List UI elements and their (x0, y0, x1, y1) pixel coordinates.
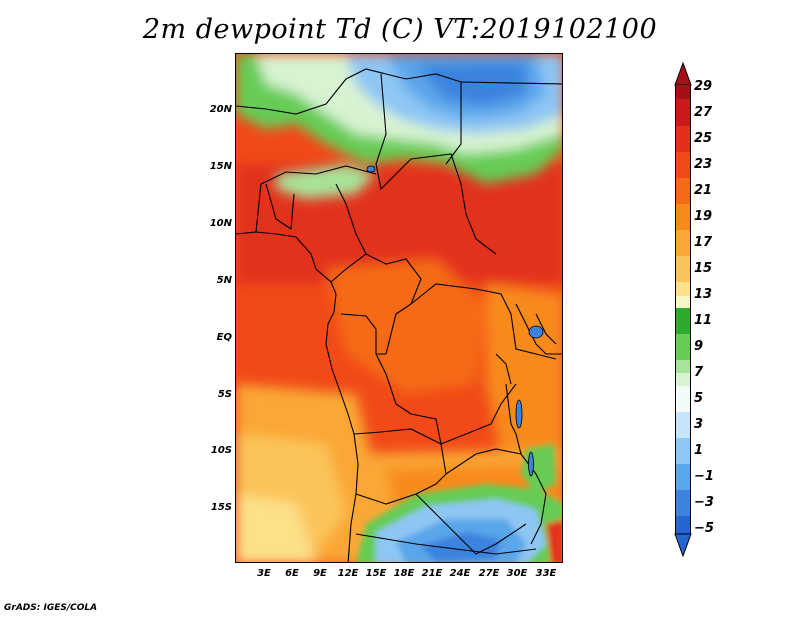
colorbar-swatch (675, 99, 691, 126)
lon-label: 24E (449, 568, 471, 579)
lon-label: 3E (257, 568, 271, 579)
colorbar-swatch (675, 230, 691, 256)
colorbar-swatch (675, 296, 691, 308)
colorbar-label: 9 (694, 339, 704, 354)
colorbar-label: −1 (694, 469, 714, 484)
lat-label: 20N (209, 104, 232, 115)
lon-label: 15E (365, 568, 387, 579)
lon-label: 18E (393, 568, 415, 579)
lon-label: 21E (421, 568, 443, 579)
colorbar-label: 23 (694, 157, 713, 172)
colorbar-swatch (675, 308, 691, 334)
lon-label: 30E (506, 568, 528, 579)
colorbar-swatch (675, 490, 691, 516)
lat-label: 15S (210, 502, 232, 513)
lon-label: 12E (337, 568, 359, 579)
lon-label: 6E (285, 568, 299, 579)
colorbar-label: 25 (694, 131, 713, 146)
lat-label: EQ (216, 332, 232, 343)
colorbar-swatch (675, 178, 691, 204)
lat-label: 15N (209, 161, 232, 172)
lat-label: 10N (209, 218, 232, 229)
colorbar-swatch (675, 152, 691, 178)
colorbar-label: 11 (694, 313, 713, 328)
lon-label: 33E (535, 568, 557, 579)
colorbar-swatch (675, 282, 691, 296)
lon-label: 9E (313, 568, 327, 579)
lat-label: 10S (210, 445, 232, 456)
colorbar-swatch (675, 464, 691, 490)
colorbar-swatch (675, 334, 691, 360)
colorbar-swatch (675, 438, 691, 464)
colorbar-label: 7 (694, 365, 704, 380)
colorbar-swatch (675, 85, 691, 99)
colorbar-swatch (675, 516, 691, 534)
grads-credit: GrADS: IGES/COLA (4, 603, 98, 613)
colorbar-swatch (675, 360, 691, 373)
map-title: 2m dewpoint Td (C) VT:2019102100 (142, 14, 658, 45)
colorbar-swatch (675, 126, 691, 152)
lon-label: 27E (478, 568, 500, 579)
colorbar-bottom-arrow (674, 533, 692, 557)
colorbar-label: 5 (694, 391, 704, 406)
colorbar-swatch (675, 373, 691, 386)
colorbar-label: −5 (694, 521, 714, 536)
colorbar-label: 1 (694, 443, 704, 458)
colorbar-label: 19 (694, 209, 713, 224)
colorbar-label: 15 (694, 261, 713, 276)
lat-label: 5S (217, 389, 232, 400)
colorbar-label: 27 (694, 105, 713, 120)
lat-label: 5N (216, 275, 232, 286)
colorbar-swatch (675, 412, 691, 438)
colorbar-label: 3 (694, 417, 704, 432)
colorbar-label: 21 (694, 183, 713, 198)
colorbar-swatch (675, 204, 691, 230)
colorbar-label: 29 (694, 79, 713, 94)
colorbar-swatch (675, 256, 691, 282)
map-field (236, 54, 562, 562)
colorbar-label: 17 (694, 235, 713, 250)
dewpoint-map (235, 53, 563, 563)
colorbar-label: −3 (694, 495, 714, 510)
colorbar-label: 13 (694, 287, 713, 302)
colorbar-swatch (675, 386, 691, 412)
